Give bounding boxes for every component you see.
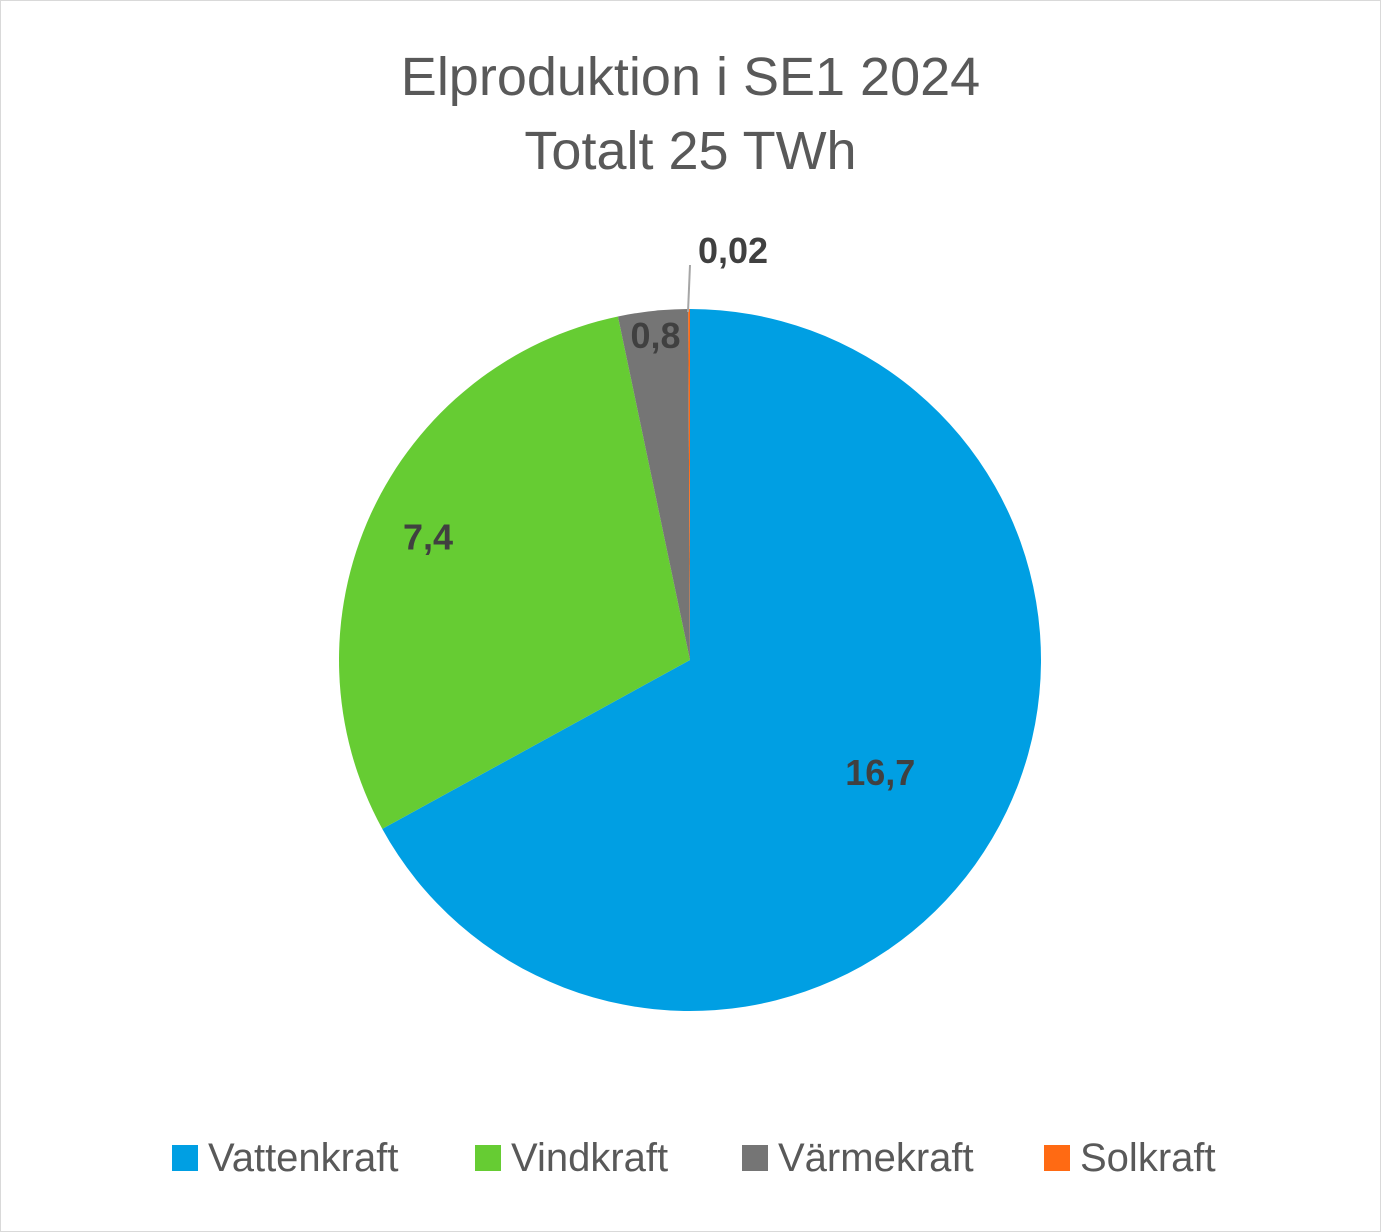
legend-swatch-solkraft xyxy=(1044,1145,1070,1171)
legend-label-solkraft: Solkraft xyxy=(1080,1135,1216,1180)
legend-swatch-varmekraft xyxy=(742,1145,768,1171)
data-label-vattenkraft: 16,7 xyxy=(845,752,915,793)
chart-subtitle: Totalt 25 TWh xyxy=(524,121,857,181)
slice-vattenkraft xyxy=(382,309,1041,1012)
data-labels: 16,7 7,4 0,8 0,02 xyxy=(403,230,915,793)
legend-label-vindkraft: Vindkraft xyxy=(511,1135,669,1180)
data-label-varmekraft: 0,8 xyxy=(630,315,680,356)
solkraft-leader-line xyxy=(687,264,691,313)
legend-swatch-vindkraft xyxy=(475,1145,501,1171)
pie-slices xyxy=(338,309,1041,1012)
data-label-vindkraft: 7,4 xyxy=(403,517,453,558)
legend: Vattenkraft Vindkraft Värmekraft Solkraft xyxy=(0,1128,1381,1188)
legend-item-varmekraft: Värmekraft xyxy=(742,1128,974,1188)
slice-vindkraft xyxy=(338,316,690,829)
slice-solkraft xyxy=(688,309,690,660)
legend-label-vattenkraft: Vattenkraft xyxy=(208,1135,399,1180)
legend-swatch-vattenkraft xyxy=(172,1145,198,1171)
data-label-solkraft: 0,02 xyxy=(698,230,768,271)
chart-title: Elproduktion i SE1 2024 Totalt 25 TWh xyxy=(0,40,1381,188)
legend-item-vattenkraft: Vattenkraft xyxy=(172,1128,398,1188)
slice-varmekraft xyxy=(617,309,690,660)
legend-item-vindkraft: Vindkraft xyxy=(475,1128,668,1188)
chart-title-line1: Elproduktion i SE1 2024 xyxy=(400,47,981,107)
legend-label-varmekraft: Värmekraft xyxy=(778,1135,974,1180)
legend-item-solkraft: Solkraft xyxy=(1044,1128,1216,1188)
